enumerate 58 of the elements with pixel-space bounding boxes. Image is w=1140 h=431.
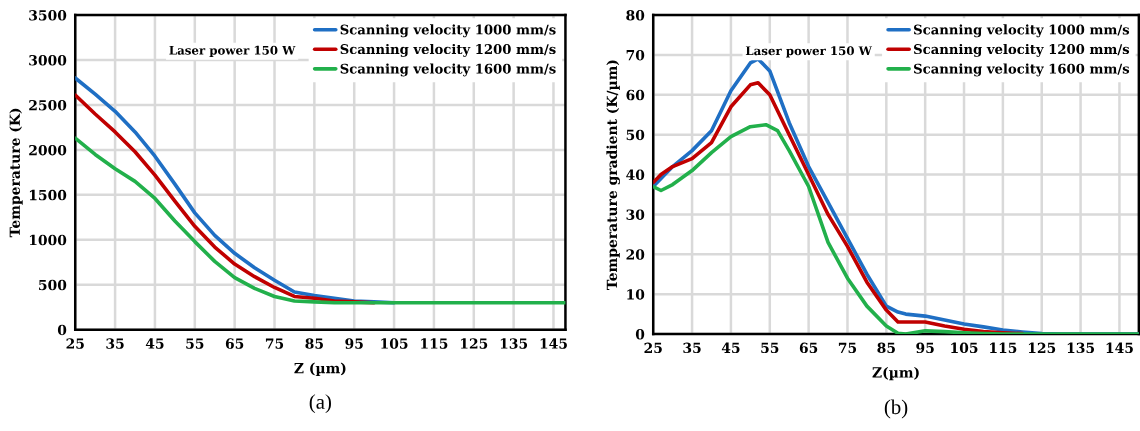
x-tick-label: 95 xyxy=(916,342,934,354)
y-tick-label: 70 xyxy=(626,49,645,61)
x-tick-label: 45 xyxy=(145,338,164,349)
legend-label: Scanning velocity 1600 mm/s xyxy=(340,63,556,77)
text: (a) xyxy=(309,394,331,414)
x-tick-label: 45 xyxy=(721,342,740,354)
y-tick-label: 3000 xyxy=(29,55,67,66)
x-tick-label: 135 xyxy=(500,338,528,349)
y-tick-label: 20 xyxy=(626,249,645,260)
x-tick-label: 55 xyxy=(186,338,204,349)
x-tick-label: 85 xyxy=(877,342,895,354)
y-tick-label: 1500 xyxy=(29,189,67,201)
y-tick-label: 50 xyxy=(626,129,645,141)
y-tick-label: 2000 xyxy=(29,144,67,156)
y-tick-label: 0 xyxy=(635,328,645,340)
x-tick-label: 125 xyxy=(460,338,488,349)
x-axis-title: Z(µm) xyxy=(872,366,919,381)
y-tick-label: 1000 xyxy=(29,234,67,246)
annotation: Laser power 150 W xyxy=(745,46,873,58)
y-tick-label: 40 xyxy=(626,169,645,181)
x-tick-label: 135 xyxy=(1067,342,1095,354)
x-tick-label: 65 xyxy=(225,338,244,349)
x-tick-label: 85 xyxy=(305,338,323,349)
annotation: Laser power 150 W xyxy=(169,45,296,57)
y-tick-label: 3500 xyxy=(29,10,67,21)
y-tick-label: 80 xyxy=(626,10,645,21)
y-tick-label: 0 xyxy=(57,324,67,336)
x-tick-label: 55 xyxy=(761,342,779,354)
legend-label: Scanning velocity 1200 mm/s xyxy=(914,43,1130,57)
x-tick-label: 125 xyxy=(1028,342,1056,354)
x-tick-label: 35 xyxy=(683,342,701,354)
x-tick-label: 25 xyxy=(66,338,84,349)
y-tick-label: 500 xyxy=(39,279,67,291)
x-tick-label: 115 xyxy=(990,342,1017,354)
y-tick-label: 2500 xyxy=(29,99,67,111)
x-tick-label: 105 xyxy=(381,338,408,349)
y-tick-label: 60 xyxy=(626,89,645,101)
x-tick-label: 95 xyxy=(345,338,363,349)
y-axis-title: Temperature (K) xyxy=(9,108,23,238)
x-tick-label: 75 xyxy=(838,342,857,354)
legend-label: Scanning velocity 1200 mm/s xyxy=(340,43,556,57)
legend-label: Scanning velocity 1000 mm/s xyxy=(914,24,1130,38)
x-tick-label: 25 xyxy=(644,342,662,354)
x-tick-label: 75 xyxy=(265,338,284,349)
y-tick-label: 10 xyxy=(627,289,645,300)
line-series xyxy=(75,136,566,305)
x-tick-label: 145 xyxy=(1106,342,1133,354)
x-tick-label: 145 xyxy=(540,338,567,349)
x-tick-label: 65 xyxy=(799,342,818,354)
x-axis-title: Z (µm) xyxy=(294,362,346,377)
legend-label: Scanning velocity 1000 mm/s xyxy=(340,24,556,38)
text: (b) xyxy=(884,399,908,419)
x-tick-label: 115 xyxy=(421,338,448,349)
y-tick-label: 30 xyxy=(626,209,645,220)
y-axis-title: Temperature gradient (K/µm) xyxy=(606,60,620,290)
x-tick-label: 35 xyxy=(106,338,124,349)
legend-label: Scanning velocity 1600 mm/s xyxy=(914,63,1130,77)
x-tick-label: 105 xyxy=(951,342,978,354)
